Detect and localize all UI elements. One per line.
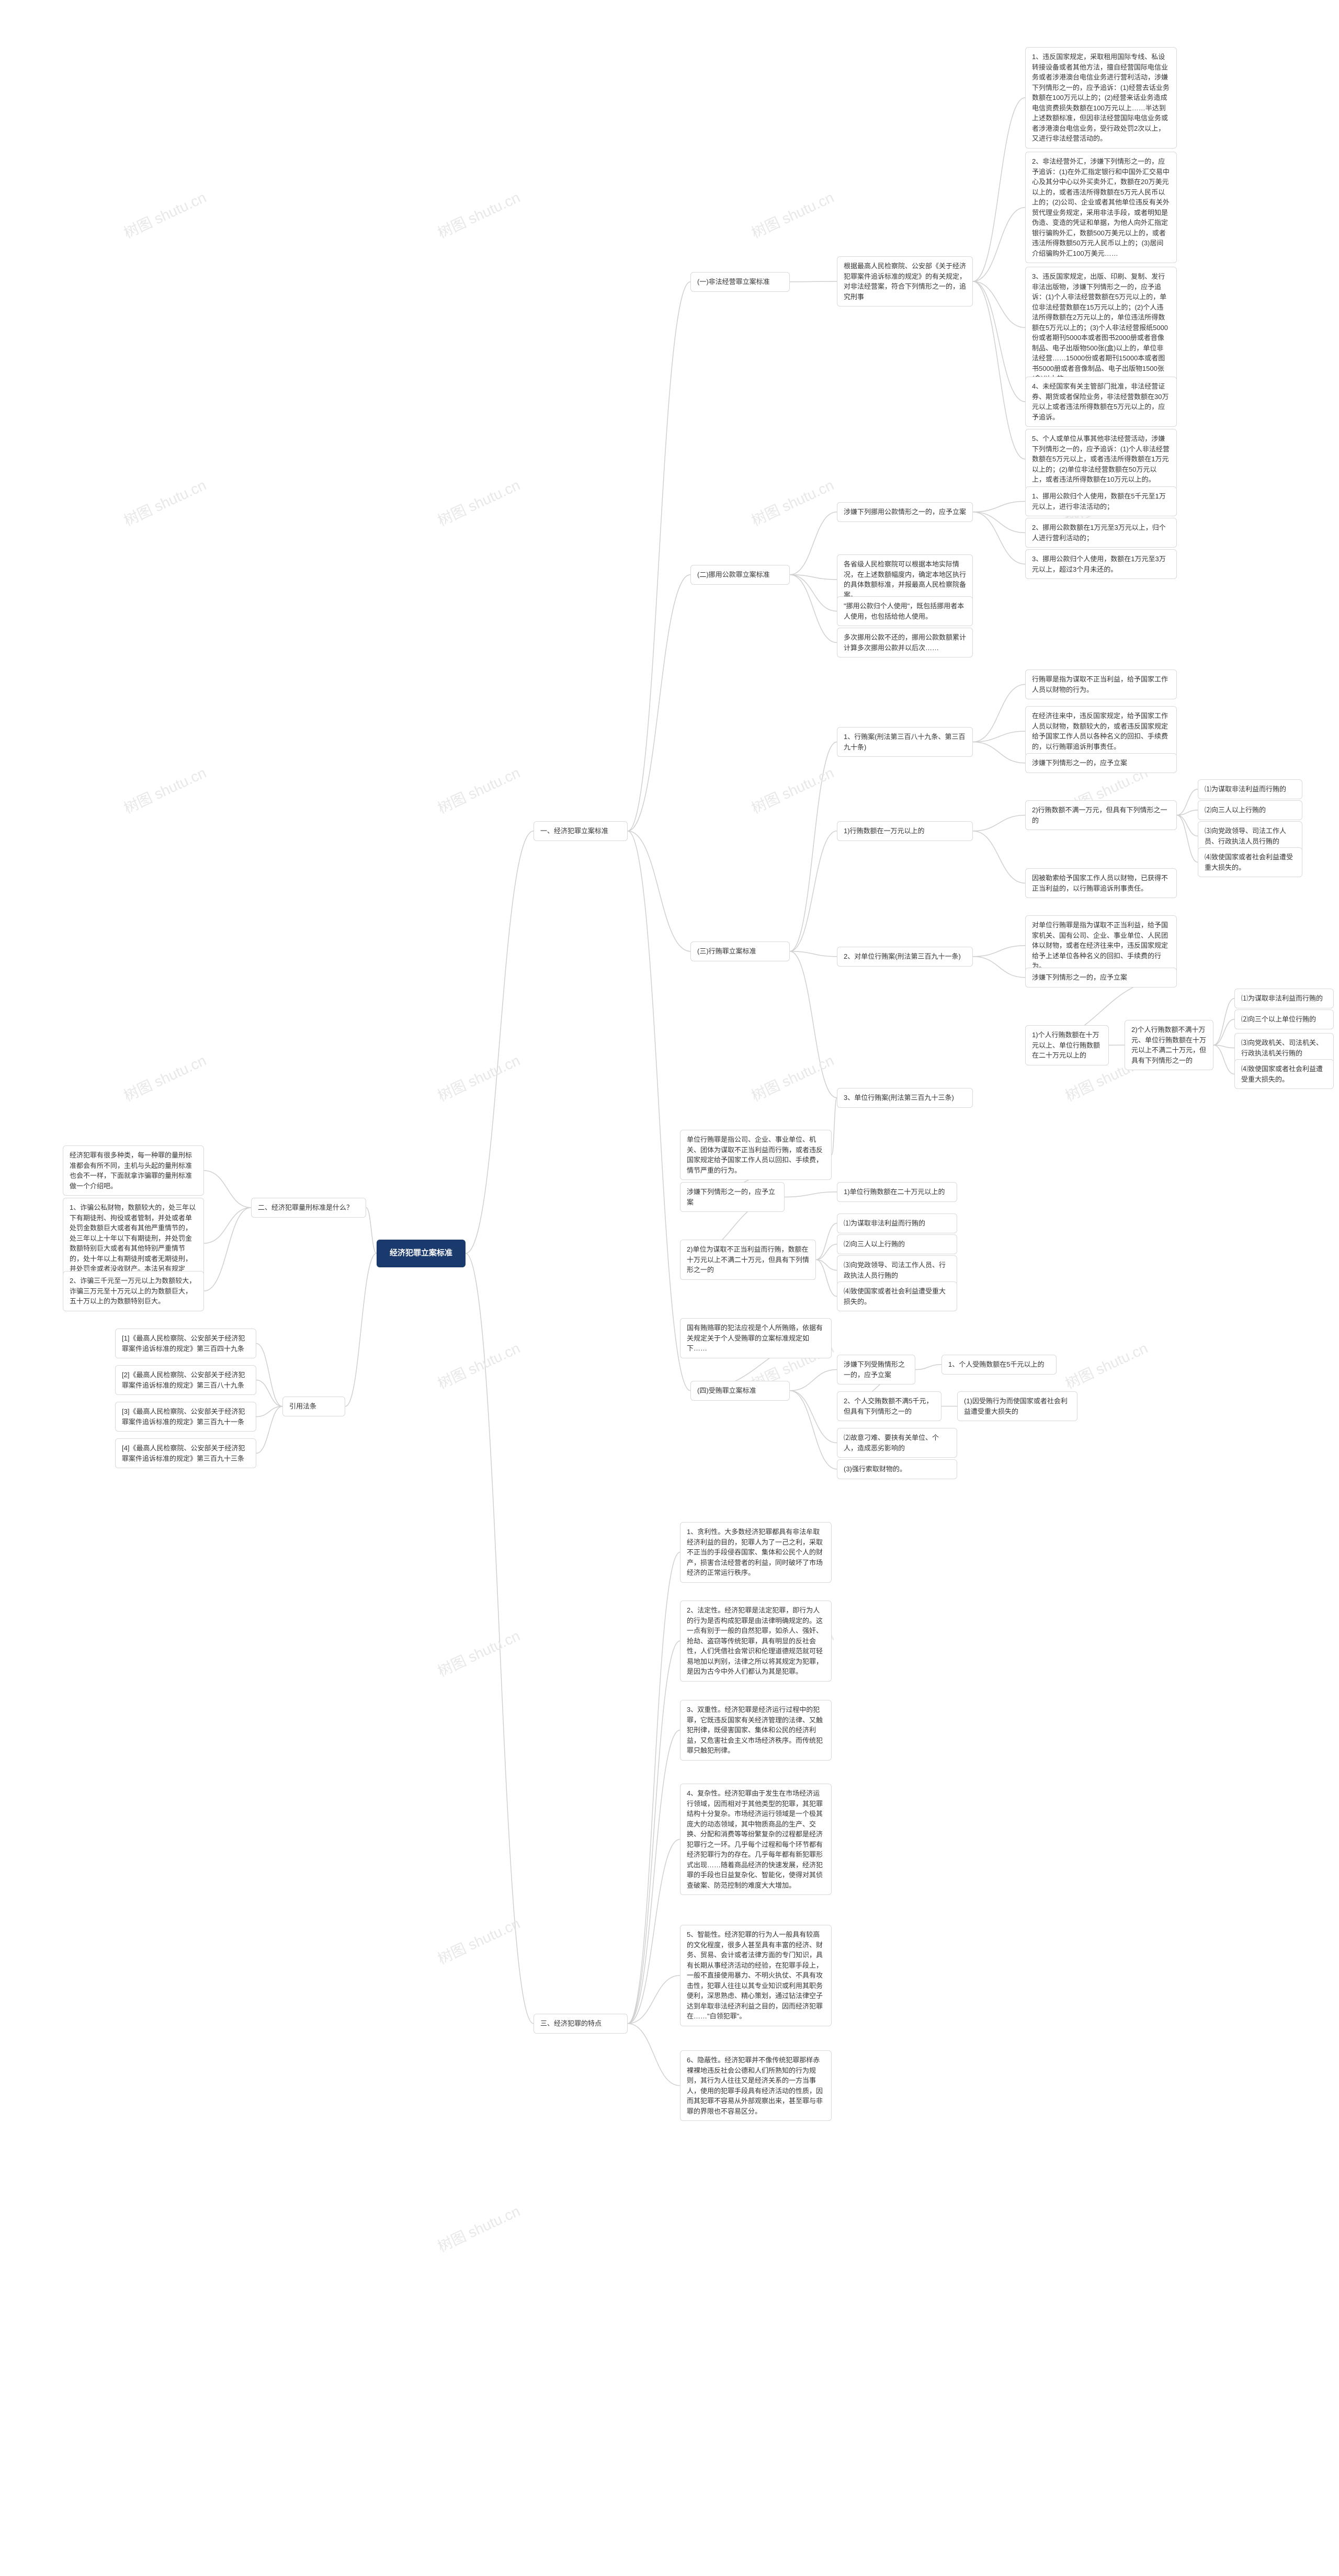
mindmap-node: 3、违反国家规定，出版、印刷、复制、发行非法出版物，涉嫌下列情形之一的，应予追诉… [1025,267,1177,389]
mindmap-node: ⑷致使国家或者社会利益遭受重大损失的。 [1234,1059,1334,1089]
mindmap-node: 2、挪用公款数额在1万元至3万元以上，归个人进行营利活动的； [1025,518,1177,548]
mindmap-node: ⑶向党政领导、司法工作人员、行政执法人员行贿的 [1198,821,1302,851]
mindmap-node: ⑴为谋取非法利益而行贿的 [837,1213,957,1233]
mindmap-node: [4]《最高人民检察院、公安部关于经济犯罪案件追诉标准的规定》第三百九十三条 [115,1438,256,1468]
mindmap-node: 2)个人行贿数额不满十万元、单位行贿数额在十万元以上不满二十万元，但具有下列情形… [1125,1020,1213,1070]
mindmap-node: 1)行贿数额在一万元以上的 [837,821,973,841]
mindmap-node: 1、贪利性。大多数经济犯罪都具有非法牟取经济利益的目的，犯罪人为了一己之利，采取… [680,1522,832,1583]
mindmap-node: 2、法定性。经济犯罪是法定犯罪，即行为人的行为是否构成犯罪是由法律明确规定的。这… [680,1601,832,1682]
mindmap-node: 因被勒索给予国家工作人员以财物，已获得不正当利益的，以行贿罪追诉刑事责任。 [1025,868,1177,898]
watermark: 树图 shutu.cn [120,474,209,530]
mindmap-node: 二、经济犯罪量刑标准是什么？ [251,1198,366,1218]
mindmap-node: 三、经济犯罪的特点 [534,2014,628,2034]
watermark: 树图 shutu.cn [747,1049,837,1106]
mindmap-node: 3、单位行贿案(刑法第三百九十三条) [837,1088,973,1108]
watermark: 树图 shutu.cn [434,1049,523,1106]
mindmap-node: 2)单位为谋取不正当利益而行贿，数额在十万元以上不满二十万元，但具有下列情形之一… [680,1240,816,1280]
mindmap-node: 3、挪用公款归个人使用，数额在1万元至3万元以上，超过3个月未还的。 [1025,549,1177,579]
watermark: 树图 shutu.cn [434,1625,523,1681]
mindmap-node: 5、个人或单位从事其他非法经营活动，涉嫌下列情形之一的，应予追诉：(1)个人非法… [1025,429,1177,490]
mindmap-node: ⑷致使国家或者社会利益遭受重大损失的。 [1198,847,1302,877]
mindmap-node: (3)强行索取财物的。 [837,1459,957,1479]
mindmap-node: ⑶向党政领导、司法工作人员、行政执法人员行贿的 [837,1255,957,1285]
mindmap-node: 涉嫌下列情形之一的，应予立案 [1025,968,1177,988]
mindmap-node: [2]《最高人民检察院、公安部关于经济犯罪案件追诉标准的规定》第三百八十九条 [115,1365,256,1395]
mindmap-node: 对单位行贿罪是指为谋取不正当利益，给予国家机关、国有公司、企业、事业单位、人民团… [1025,915,1177,976]
root-node: 经济犯罪立案标准 [377,1240,466,1267]
watermark: 树图 shutu.cn [434,1912,523,1969]
mindmap-node: 涉嫌下列受贿情形之一的，应予立案 [837,1355,915,1385]
mindmap-node: 2、非法经营外汇，涉嫌下列情形之一的，应予追诉：(1)在外汇指定银行和中国外汇交… [1025,152,1177,263]
mindmap-node: 涉嫌下列情形之一的，应予立案 [1025,753,1177,773]
mindmap-node: 1)单位行贿数额在二十万元以上的 [837,1182,957,1202]
mindmap-node: (四)受贿罪立案标准 [690,1381,790,1401]
mindmap-node: 1、个人受贿数额在5千元以上的 [941,1355,1057,1375]
mindmap-node: "挪用公款归个人使用"，既包括挪用者本人使用，也包括给他人使用。 [837,596,973,626]
mindmap-node: (1)因受贿行为而使国家或者社会利益遭受重大损失的 [957,1391,1077,1421]
mindmap-node: 在经济往来中，违反国家规定，给予国家工作人员以财物，数额较大的，或者违反国家规定… [1025,706,1177,756]
mindmap-node: ⑴为谋取非法利益而行贿的 [1198,779,1302,799]
watermark: 树图 shutu.cn [120,1049,209,1106]
mindmap-node: 一、经济犯罪立案标准 [534,821,628,841]
mindmap-node: (二)挪用公款罪立案标准 [690,565,790,585]
mindmap-node: 3、双重性。经济犯罪是经济运行过程中的犯罪，它既违反国家有关经济管理的法律、又触… [680,1700,832,1761]
watermark: 树图 shutu.cn [120,762,209,818]
mindmap-node: 引用法条 [282,1397,345,1416]
mindmap-node: [1]《最高人民检察院、公安部关于经济犯罪案件追诉标准的规定》第三百四十九条 [115,1329,256,1358]
mindmap-node: 国有贿赂罪的犯法应视是个人所贿赂，依据有关规定关于个人受贿罪的立案标准规定如下…… [680,1318,832,1358]
mindmap-node: ⑵向三人以上行贿的 [1198,800,1302,820]
watermark: 树图 shutu.cn [747,186,837,243]
mindmap-node: 2、个人交贿数额不满5千元，但具有下列情形之一的 [837,1391,941,1421]
mindmap-node: (三)行贿罪立案标准 [690,941,790,961]
mindmap-node: (一)非法经营罪立案标准 [690,272,790,292]
mindmap-node: 2、对单位行贿案(刑法第三百九十一条) [837,947,973,967]
mindmap-node: 多次挪用公款不还的，挪用公款数额累计计算多次挪用公款并以后次…… [837,628,973,657]
mindmap-node: ⑵故意刁难、要挟有关单位、个人，造成恶劣影响的 [837,1428,957,1458]
watermark: 树图 shutu.cn [434,762,523,818]
watermark: 树图 shutu.cn [434,474,523,530]
mindmap-node: 单位行贿罪是指公司、企业、事业单位、机关、团体为谋取不正当利益而行贿，或者违反国… [680,1130,832,1180]
watermark: 树图 shutu.cn [434,2200,523,2256]
mindmap-node: 2、诈骗三千元至一万元以上为数额较大，诈骗三万元至十万元以上的为数额巨大，五十万… [63,1271,204,1311]
mindmap-node: ⑷致使国家或者社会利益遭受重大损失的。 [837,1281,957,1311]
mindmap-node: 4、复杂性。经济犯罪由于发生在市场经济运行领域，因而相对于其他类型的犯罪，其犯罪… [680,1784,832,1895]
mindmap-node: ⑴为谋取非法利益而行贿的 [1234,989,1334,1008]
watermark: 树图 shutu.cn [1061,1337,1151,1393]
mindmap-node: 2)行贿数额不满一万元，但具有下列情形之一的 [1025,800,1177,830]
mindmap-node: 经济犯罪有很多种类，每一种罪的量刑标准都会有所不同，主机与头起的量刑标准也会不一… [63,1145,204,1196]
mindmap-node: 1、行贿案(刑法第三百八十九条、第三百九十条) [837,727,973,757]
mindmap-node: 1、挪用公款归个人使用，数额在5千元至1万元以上，进行非法活动的； [1025,486,1177,516]
watermark: 树图 shutu.cn [120,186,209,243]
watermark: 树图 shutu.cn [434,1337,523,1393]
watermark: 树图 shutu.cn [747,762,837,818]
mindmap-node: ⑵向三人以上行贿的 [837,1234,957,1254]
mindmap-diagram: 树图 shutu.cn 树图 shutu.cn 树图 shutu.cn 树图 shut… [0,0,1339,2576]
mindmap-node: 1、违反国家规定，采取租用国际专线、私设转接设备或者其他方法，擅自经营国际电信业… [1025,47,1177,149]
mindmap-node: ⑶向党政机关、司法机关、行政执法机关行贿的 [1234,1033,1334,1063]
mindmap-node: 5、智能性。经济犯罪的行为人一般具有较高的文化程度，很多人甚至具有丰富的经济、财… [680,1925,832,2026]
mindmap-node: 根据最高人民检察院、公安部《关于经济犯罪案件追诉标准的规定》的有关规定，对非法经… [837,256,973,307]
mindmap-node: 1)个人行贿数额在十万元以上、单位行贿数额在二十万元以上的 [1025,1025,1109,1065]
mindmap-node: 4、未经国家有关主管部门批准，非法经营证券、期货或者保险业务，非法经营数额在30… [1025,377,1177,427]
watermark: 树图 shutu.cn [747,474,837,530]
mindmap-node: 6、隐蔽性。经济犯罪并不像传统犯罪那样赤裸裸地违反社会公德和人们所熟知的行为规则… [680,2050,832,2121]
mindmap-node: ⑵向三个以上单位行贿的 [1234,1009,1334,1029]
mindmap-node: [3]《最高人民检察院、公安部关于经济犯罪案件追诉标准的规定》第三百九十一条 [115,1402,256,1432]
mindmap-node: 涉嫌下列情形之一的，应予立案 [680,1182,785,1212]
mindmap-node: 行贿罪是指为谋取不正当利益，给予国家工作人员以财物的行为。 [1025,669,1177,699]
watermark: 树图 shutu.cn [434,186,523,243]
mindmap-node: 涉嫌下列挪用公款情形之一的，应予立案 [837,502,973,522]
